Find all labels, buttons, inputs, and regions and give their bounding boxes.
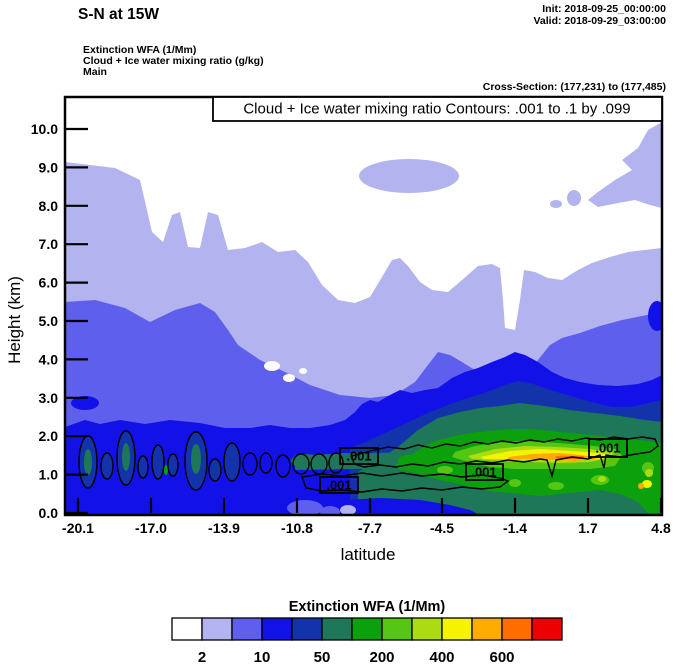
colorbar-swatch — [291, 617, 323, 641]
valid-time: Valid: 2018-09-29_03:00:00 — [533, 15, 666, 27]
contour-label-3: .001 — [471, 465, 496, 480]
x-tick-label: -13.9 — [208, 520, 240, 536]
colorbar-label: 2 — [198, 649, 206, 666]
field-name-extinction: Extinction WFA (1/Mm) — [83, 44, 196, 56]
colorbar-swatch — [441, 617, 473, 641]
y-tick-label: 3.0 — [39, 390, 59, 406]
colorbar-swatch — [351, 617, 383, 641]
colorbar-swatch — [261, 617, 293, 641]
y-tick-labels: 0.0 1.0 2.0 3.0 4.0 5.0 6.0 7.0 8.0 9.0 … — [31, 121, 58, 521]
y-tick-label: 4.0 — [39, 351, 59, 367]
colorbar-label: 400 — [429, 649, 454, 666]
x-tick-label: 1.7 — [578, 520, 598, 536]
colorbar-swatch — [381, 617, 413, 641]
colorbar-label: 600 — [489, 649, 514, 666]
cross-section-info: Cross-Section: (177,231) to (177,485) — [483, 81, 666, 93]
colorbar-swatch — [501, 617, 533, 641]
colorbar-swatch — [531, 617, 563, 641]
colorbar-label: 10 — [254, 649, 271, 666]
x-tick-label: -20.1 — [62, 520, 94, 536]
plot-axes: 0.0 1.0 2.0 3.0 4.0 5.0 6.0 7.0 8.0 9.0 … — [5, 95, 671, 564]
x-tick-label: -17.0 — [135, 520, 167, 536]
colorbar-swatch — [171, 617, 203, 641]
colorbar-swatch — [411, 617, 443, 641]
page-title: S-N at 15W — [78, 6, 159, 23]
y-axis-ticks — [66, 127, 88, 515]
contour-banner: Cloud + Ice water mixing ratio Contours:… — [212, 96, 663, 122]
y-tick-label: 10.0 — [31, 121, 58, 137]
x-tick-label: -10.8 — [281, 520, 313, 536]
colorbar-swatch — [201, 617, 233, 641]
contour-label-1: .001 — [346, 449, 371, 464]
y-tick-label: 2.0 — [39, 428, 59, 444]
colorbar-labels: 2 10 50 200 400 600 — [198, 649, 515, 666]
y-tick-label: 5.0 — [39, 313, 59, 329]
y-tick-label: 9.0 — [39, 159, 59, 175]
x-tick-label: -7.7 — [358, 520, 382, 536]
field-white-holes — [264, 361, 307, 382]
contour-label-4: .001 — [595, 441, 620, 456]
domain-label: Main — [83, 66, 107, 78]
init-time: Init: 2018-09-25_00:00:00 — [542, 3, 666, 15]
colorbar-swatches — [171, 617, 563, 641]
y-tick-label: 1.0 — [39, 467, 59, 483]
cloud-contour-cell-cores — [84, 443, 201, 475]
colorbar-label: 200 — [369, 649, 394, 666]
y-tick-label: 7.0 — [39, 236, 59, 252]
colorbar-swatch — [231, 617, 263, 641]
contour-label-2: .001 — [326, 478, 351, 493]
x-tick-label: 4.8 — [651, 520, 671, 536]
x-axis-ticks — [76, 498, 663, 513]
x-tick-label: -1.4 — [503, 520, 527, 536]
field-name-cloud-ice: Cloud + Ice water mixing ratio (g/kg) — [83, 55, 264, 67]
contour-field: .001 .001 .001 .001 — [65, 97, 662, 515]
y-axis-title: Height (km) — [5, 276, 24, 364]
colorbar: Extinction WFA (1/Mm) 2 10 50 200 400 60… — [171, 599, 563, 666]
x-axis-title: latitude — [341, 545, 396, 564]
colorbar-swatch — [321, 617, 353, 641]
colorbar-title: Extinction WFA (1/Mm) — [289, 599, 446, 615]
colorbar-label: 50 — [314, 649, 331, 666]
x-tick-label: -4.5 — [430, 520, 454, 536]
y-tick-label: 8.0 — [39, 198, 59, 214]
y-tick-label: 0.0 — [39, 505, 59, 521]
contour-banner-text: Cloud + Ice water mixing ratio Contours:… — [243, 101, 630, 118]
contour-labels: .001 .001 .001 .001 — [319, 438, 628, 494]
x-tick-labels: -20.1 -17.0 -13.9 -10.8 -7.7 -4.5 -1.4 1… — [62, 520, 671, 536]
y-tick-label: 6.0 — [39, 275, 59, 291]
colorbar-swatch — [471, 617, 503, 641]
